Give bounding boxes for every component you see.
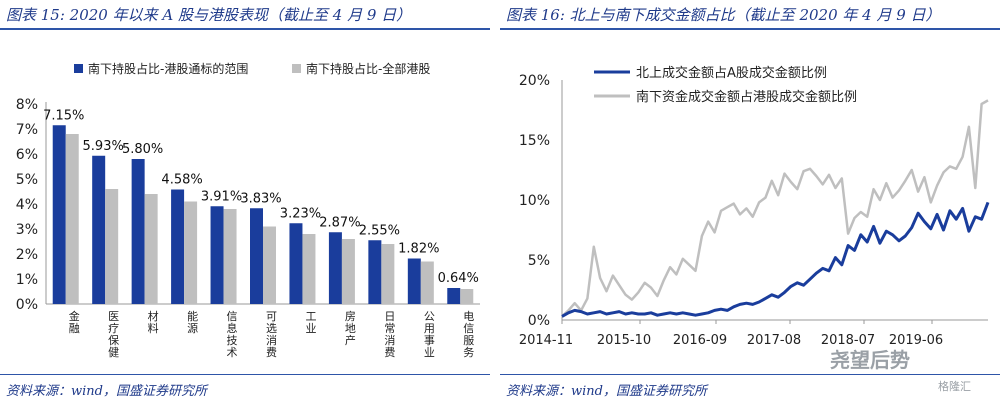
- y-tick-label: 5%: [16, 172, 38, 188]
- x-tick-label: 2014-11: [519, 333, 573, 348]
- x-tick-label: 2018-07: [821, 333, 875, 348]
- bar-hk-connect: [171, 189, 185, 304]
- bar-all-hk: [223, 209, 237, 304]
- data-label: 3.91%: [201, 189, 242, 204]
- bar-hk-connect: [407, 258, 421, 304]
- x-category-label: 金融: [69, 309, 80, 335]
- x-category-label: 信息技术: [227, 310, 238, 359]
- bar-all-hk: [381, 244, 395, 304]
- legend-label-2: 南下持股占比-全部港股: [306, 61, 430, 76]
- bar-all-hk: [65, 134, 79, 304]
- x-category-label: 医疗保健: [108, 310, 119, 359]
- y-tick-label: 0%: [16, 297, 38, 313]
- watermark-credit: 格隆汇: [938, 380, 971, 393]
- bar-hk-connect: [52, 125, 66, 304]
- x-category-label: 电信服务: [463, 310, 474, 359]
- legend-swatch-1: [74, 64, 83, 73]
- source-rule-right: [500, 374, 1000, 375]
- y-tick-label: 4%: [16, 197, 38, 213]
- data-label: 1.82%: [398, 242, 439, 257]
- x-tick-label: 2019-06: [889, 333, 943, 348]
- bar-hk-connect: [92, 155, 106, 304]
- left-panel: 图表 15: 2020 年以来 A 股与港股表现（截止至 4 月 9 日） 南下…: [0, 0, 490, 402]
- x-category-label: 房地产: [345, 310, 356, 347]
- bar-chart: 南下持股占比-港股通标的范围 南下持股占比-全部港股 0% 1% 2% 3% 4% 5% 6% 7…: [16, 61, 480, 359]
- x-category-label: 公用事业: [424, 310, 435, 359]
- data-label: 5.80%: [122, 142, 163, 157]
- y-tick-label: 7%: [16, 122, 38, 138]
- data-label: 0.64%: [438, 271, 479, 286]
- series-line-northbound: [561, 201, 990, 318]
- bar-hk-connect: [250, 208, 263, 304]
- title-rule-left: [0, 28, 490, 30]
- bar-all-hk: [263, 226, 276, 304]
- data-label: 2.87%: [319, 215, 360, 230]
- source-note-right: 资料来源：wind，国盛证券研究所: [506, 384, 707, 399]
- bar-hk-connect: [289, 223, 303, 304]
- x-category-label: 日常消费: [384, 310, 395, 359]
- legend-label-2: 南下资金成交金额占港股成交金额比例: [636, 89, 857, 105]
- data-label: 5.93%: [83, 139, 124, 154]
- legend-label-1: 北上成交金额占A股成交金额比例: [636, 65, 827, 81]
- bar-hk-connect: [131, 159, 145, 304]
- chart-title-left: 图表 15: 2020 年以来 A 股与港股表现（截止至 4 月 9 日）: [6, 6, 412, 24]
- bar-all-hk: [341, 239, 355, 304]
- x-tick-label: 2016-09: [673, 333, 727, 348]
- y-tick-label: 3%: [16, 222, 38, 238]
- bar-all-hk: [144, 194, 158, 304]
- bar-all-hk: [460, 289, 474, 304]
- y-tick-label: 1%: [16, 272, 38, 288]
- chart-title-right: 图表 16: 北上与南下成交金额占比（截止至 2020 年 4 月 9 日）: [506, 6, 941, 24]
- y-tick-label: 20%: [519, 73, 550, 89]
- line-chart: 0% 5% 10% 15% 20% 2014-11 2015-10 2016-09 2017-0…: [519, 65, 990, 348]
- source-note-left: 资料来源：wind，国盛证券研究所: [6, 384, 207, 399]
- x-category-label: 材料: [148, 309, 159, 335]
- bar-hk-connect: [328, 232, 342, 304]
- y-tick-label: 5%: [528, 253, 550, 269]
- bar-hk-connect: [368, 240, 382, 304]
- bar-all-hk: [420, 261, 434, 304]
- series-line-southbound: [561, 99, 989, 318]
- x-category-label: 可选消费: [266, 310, 277, 359]
- x-category-label: 工业: [305, 310, 316, 335]
- source-rule-left: [0, 374, 490, 375]
- legend-label-1: 南下持股占比-港股通标的范围: [88, 61, 248, 76]
- title-rule-right: [500, 28, 1000, 30]
- x-category-label: 能源: [187, 309, 198, 335]
- bar-hk-connect: [210, 206, 224, 304]
- y-tick-label: 15%: [519, 133, 550, 149]
- y-tick-label: 0%: [528, 313, 550, 329]
- x-tick-label: 2017-08: [747, 333, 801, 348]
- y-tick-label: 10%: [519, 193, 550, 209]
- data-label: 4.58%: [161, 173, 202, 188]
- y-tick-label: 6%: [16, 147, 38, 163]
- data-label: 3.83%: [240, 191, 281, 206]
- legend-swatch-2: [292, 64, 301, 73]
- bar-all-hk: [105, 189, 119, 304]
- x-tick-label: 2015-10: [597, 333, 651, 348]
- watermark-text: 尧望后势: [830, 348, 910, 372]
- data-label: 7.15%: [43, 108, 84, 123]
- right-panel: 图表 16: 北上与南下成交金额占比（截止至 2020 年 4 月 9 日） 0…: [500, 0, 1000, 402]
- y-tick-label: 2%: [16, 247, 38, 263]
- bar-all-hk: [302, 234, 316, 304]
- bar-hk-connect: [447, 288, 461, 304]
- y-tick-label: 8%: [16, 97, 38, 113]
- data-label: 3.23%: [280, 206, 321, 221]
- data-label: 2.55%: [359, 223, 400, 238]
- bar-all-hk: [184, 201, 198, 304]
